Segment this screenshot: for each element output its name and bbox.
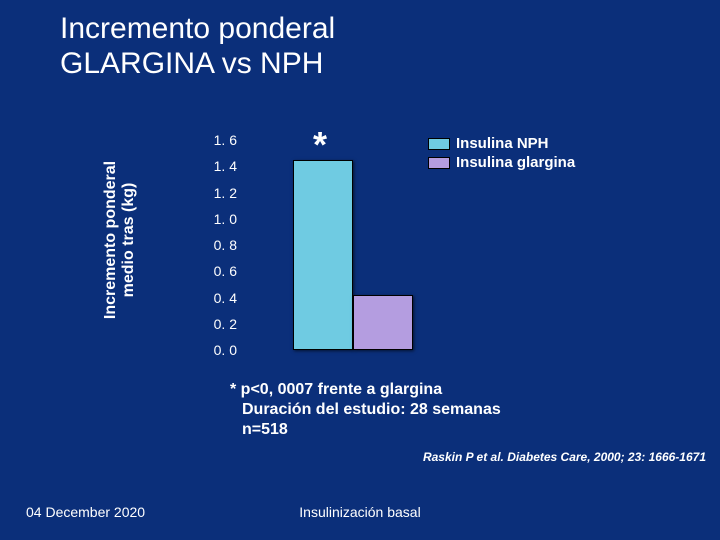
footer-date: 04 December 2020	[26, 504, 145, 520]
significance-marker: *	[313, 124, 327, 166]
title-line-1: Incremento ponderal	[60, 12, 335, 45]
y-axis-label-line2: medio tras (kg)	[120, 161, 138, 319]
legend-label: Insulina glargina	[456, 154, 575, 171]
legend-swatch	[428, 138, 450, 150]
y-axis-label-line1: Incremento ponderal	[102, 161, 119, 319]
footnote-line1: * p<0, 0007 frente a glargina	[230, 381, 442, 398]
citation-text: Raskin P et al. Diabetes Care, 2000; 23:…	[423, 450, 706, 464]
footnote-line2: Duración del estudio: 28 semanas	[230, 400, 501, 420]
footnote-block: * p<0, 0007 frente a glargina Duración d…	[230, 380, 501, 440]
y-tick-label: 0. 4	[214, 290, 237, 306]
y-tick-label: 1. 4	[214, 158, 237, 174]
legend-swatch	[428, 157, 450, 169]
y-tick-labels: 1. 61. 41. 21. 00. 80. 60. 40. 20. 0	[205, 140, 237, 350]
y-axis-label: Incremento ponderal medio tras (kg)	[102, 161, 138, 319]
legend: Insulina NPH Insulina glargina	[428, 135, 575, 173]
plot-region: *	[243, 140, 423, 350]
y-tick-label: 1. 6	[214, 132, 237, 148]
footer-center: Insulinización basal	[299, 504, 420, 520]
y-tick-label: 0. 2	[214, 316, 237, 332]
title-line-2: GLARGINA vs NPH	[60, 47, 323, 80]
y-tick-label: 1. 0	[214, 211, 237, 227]
bar	[353, 295, 413, 350]
y-tick-label: 1. 2	[214, 185, 237, 201]
legend-label: Insulina NPH	[456, 135, 549, 152]
slide-root: Incremento ponderal GLARGINA vs NPH Incr…	[0, 0, 720, 540]
legend-item: Insulina glargina	[428, 154, 575, 171]
legend-item: Insulina NPH	[428, 135, 575, 152]
bar	[293, 160, 353, 350]
chart-area: 1. 61. 41. 21. 00. 80. 60. 40. 20. 0 *	[205, 140, 425, 350]
footnote-line3: n=518	[230, 420, 501, 440]
y-tick-label: 0. 6	[214, 263, 237, 279]
y-tick-label: 0. 8	[214, 237, 237, 253]
y-tick-label: 0. 0	[214, 342, 237, 358]
slide-title: Incremento ponderal GLARGINA vs NPH	[60, 12, 335, 81]
